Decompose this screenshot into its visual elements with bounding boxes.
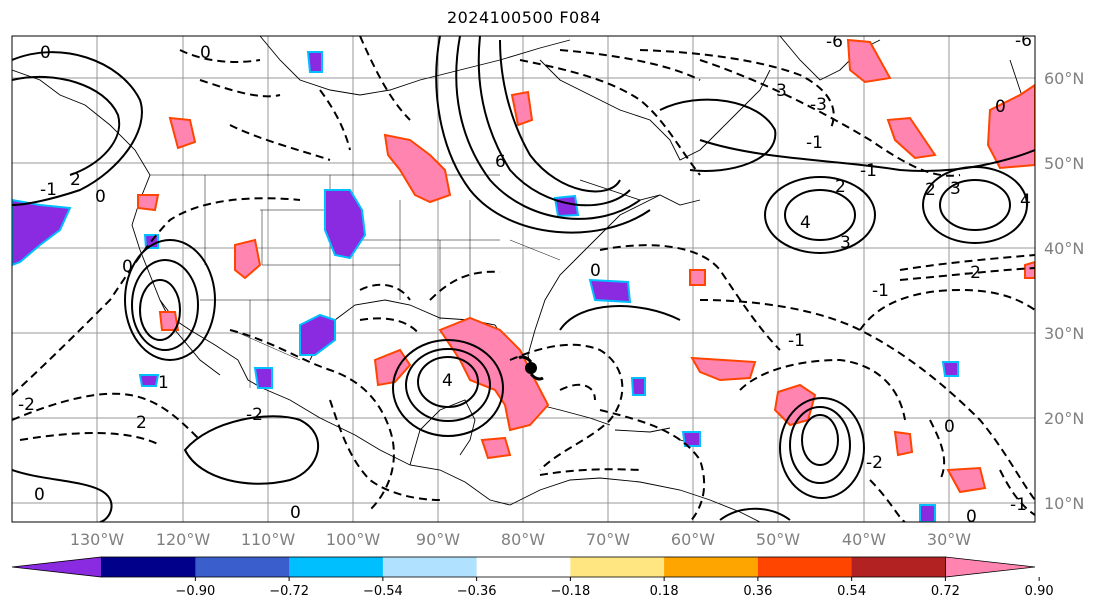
contour-label: -2 <box>18 395 35 415</box>
colorbar-tick-label: 0.18 <box>650 584 679 599</box>
contour-label: 3 <box>840 233 851 253</box>
colorbar-tick-label: −0.18 <box>550 584 590 599</box>
contour-label: -6 <box>1015 31 1032 51</box>
contour-label: -1 <box>872 281 889 301</box>
lon-label: 90°W <box>416 530 460 549</box>
lon-label: 120°W <box>156 530 211 549</box>
contour-label: 0 <box>290 503 301 523</box>
longitude-labels: 130°W 120°W 110°W 100°W 90°W 80°W 70°W 6… <box>70 530 971 549</box>
dashed-contours <box>12 36 1035 522</box>
lon-label: 50°W <box>756 530 800 549</box>
colorbar: −0.90 −0.72 −0.54 −0.36 −0.18 0.18 0.36 0.54 0.7… <box>11 556 1054 599</box>
contour-label: 2 <box>136 413 147 433</box>
contour-label: -3 <box>810 95 827 115</box>
lon-label: 70°W <box>586 530 630 549</box>
colorbar-swatch <box>289 557 384 577</box>
colorbar-swatch <box>664 557 759 577</box>
contour-label: 0 <box>944 417 955 437</box>
hurricane-icon <box>518 355 544 381</box>
map-title: 2024100500 F084 <box>446 8 602 27</box>
lon-label: 80°W <box>501 530 545 549</box>
colorbar-swatch <box>570 557 665 577</box>
colorbar-swatch <box>851 557 946 577</box>
contour-label: -1 <box>40 180 57 200</box>
colorbar-tick-label: −0.90 <box>175 584 215 599</box>
latitude-labels: 60°N 50°N 40°N 30°N 20°N 10°N <box>1044 69 1084 513</box>
colorbar-tick-label: 0.72 <box>931 584 960 599</box>
contour-labels: 0 0 2 -1 0 -2 2 0 0 6 4 0 -3 -6 -1 2 3 4… <box>18 31 1032 527</box>
contour-label: 0 <box>95 187 106 207</box>
lon-label: 60°W <box>671 530 715 549</box>
colorbar-swatch <box>476 557 571 577</box>
colorbar-swatch <box>101 557 196 577</box>
lat-label: 30°N <box>1044 324 1084 343</box>
lon-label: 40°W <box>842 530 886 549</box>
negative-shading <box>12 51 959 522</box>
contour-label: 0 <box>995 97 1006 117</box>
colorbar-tick-label: 0.54 <box>837 584 866 599</box>
lat-label: 20°N <box>1044 409 1084 428</box>
contour-label: 0 <box>34 485 45 505</box>
lon-label: 100°W <box>326 530 381 549</box>
colorbar-tick-label: −0.54 <box>363 584 403 599</box>
contour-label: 3 <box>950 179 961 199</box>
contour-label: 6 <box>495 152 506 172</box>
solid-contours <box>12 36 1035 522</box>
colorbar-frame <box>101 556 946 578</box>
contour-label: 2 <box>70 170 81 190</box>
positive-shading <box>137 38 1035 494</box>
contour-label: 4 <box>1020 191 1031 211</box>
lon-label: 110°W <box>241 530 296 549</box>
colorbar-extend-min <box>11 556 102 578</box>
contour-label: -1 <box>860 161 877 181</box>
contour-label: -1 <box>806 133 823 153</box>
colorbar-tick-label: −0.72 <box>269 584 309 599</box>
contour-label: -6 <box>826 32 843 52</box>
lon-label: 130°W <box>70 530 125 549</box>
contour-label: -1 <box>788 331 805 351</box>
colorbar-tick-label: 0.36 <box>743 584 772 599</box>
contour-label: 2 <box>925 180 936 200</box>
contour-label: -2 <box>866 453 883 473</box>
contour-label: 3 <box>776 81 787 101</box>
lat-label: 40°N <box>1044 239 1084 258</box>
contour-label: 0 <box>122 257 133 277</box>
contour-label: 0 <box>200 43 211 63</box>
colorbar-tick-label: 0.90 <box>1025 584 1054 599</box>
contour-label: 0 <box>590 261 601 281</box>
colorbar-swatch <box>757 557 853 577</box>
colorbar-tick-label: −0.36 <box>457 584 497 599</box>
colorbar-swatch <box>382 557 478 577</box>
lat-label: 50°N <box>1044 154 1084 173</box>
contour-label: -2 <box>964 263 981 283</box>
colorbar-extend-max <box>945 556 1036 578</box>
contour-label: 0 <box>966 507 977 527</box>
contour-label: 2 <box>835 177 846 197</box>
lon-label: 30°W <box>927 530 971 549</box>
contour-label: 0 <box>40 43 51 63</box>
colorbar-swatch <box>195 557 290 577</box>
lat-label: 10°N <box>1044 494 1084 513</box>
contour-label: 4 <box>442 371 453 391</box>
contour-label: -1 <box>1010 495 1027 515</box>
contour-label: -2 <box>246 405 263 425</box>
contour-label: 4 <box>800 213 811 233</box>
contour-label: 1 <box>158 373 169 393</box>
lat-label: 60°N <box>1044 69 1084 88</box>
map-frame <box>11 35 1036 523</box>
